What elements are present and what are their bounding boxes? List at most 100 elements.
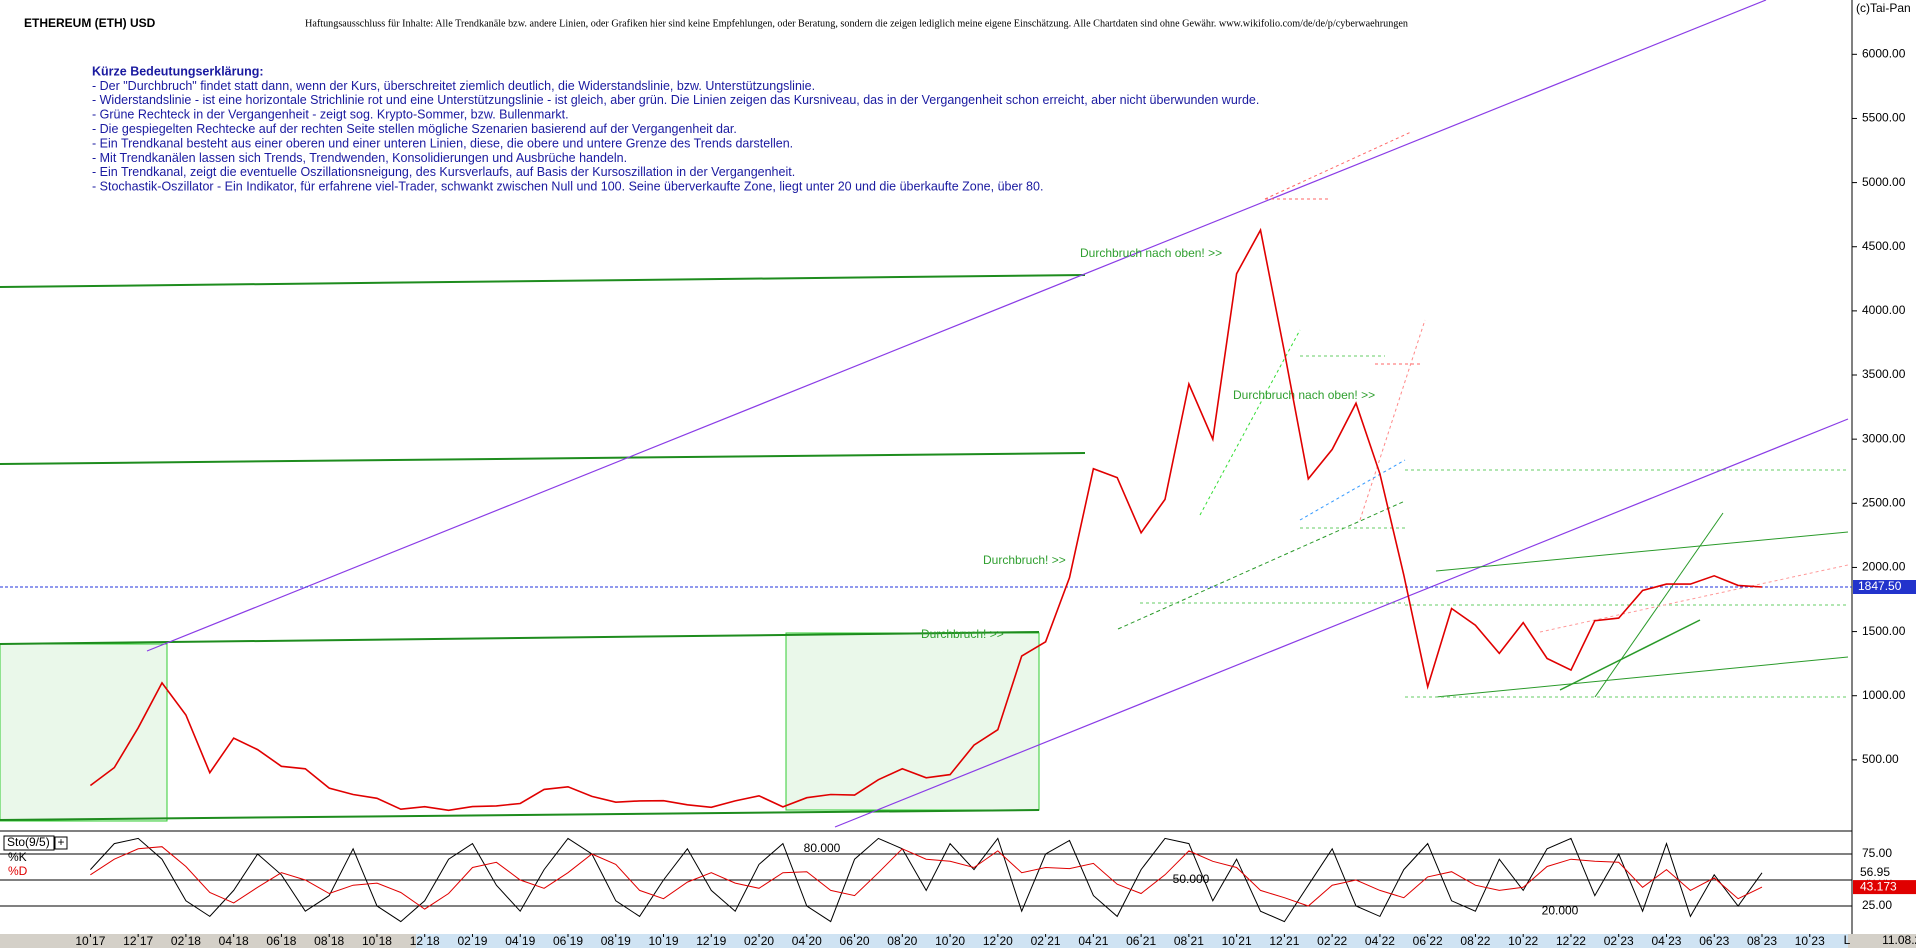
trend-line	[1559, 619, 1701, 691]
trend-line	[1435, 531, 1849, 572]
y-tick-label: 3500.00	[1862, 367, 1906, 381]
x-tick-label: 10 18	[362, 934, 392, 948]
x-tick-label: 12 21	[1269, 934, 1299, 948]
last-value-label: 43.173	[1860, 879, 1897, 893]
trend-channel	[146, 0, 1767, 652]
x-tick-label: 06 20	[840, 934, 870, 948]
data-line	[89, 227, 1763, 812]
annotation: Durchbruch! >>	[983, 553, 1066, 567]
copyright: (c)Tai-Pan	[1856, 1, 1911, 15]
y-tick-label: 25.00	[1862, 898, 1892, 912]
x-tick-label: 08 19	[601, 934, 631, 948]
x-tick-label: 12 20	[983, 934, 1013, 948]
support-line	[1199, 329, 1301, 516]
x-tick-label: 10 20	[935, 934, 965, 948]
support-line	[1299, 459, 1406, 521]
last-value-box	[1853, 865, 1916, 880]
indicator-box	[3, 835, 55, 851]
y-tick-label: 2500.00	[1862, 495, 1906, 509]
x-tick-label: 08 23	[1747, 934, 1777, 948]
resistance-line	[1359, 319, 1426, 521]
y-tick-label: 6000.00	[1862, 46, 1906, 60]
x-tick-label: 10 22	[1508, 934, 1538, 948]
x-tick-label: 04 22	[1365, 934, 1395, 948]
y-tick-label: 1000.00	[1862, 688, 1906, 702]
legend-line: - Stochastik-Oszillator - Ein Indikator,…	[92, 180, 1043, 194]
zone-rect	[0, 643, 168, 822]
chart-title: ETHEREUM (ETH) USD	[24, 16, 156, 30]
x-axis-highlight	[416, 934, 1848, 948]
level-label: 20.000	[1542, 903, 1579, 917]
current-price-label: 1847.50	[1858, 579, 1902, 593]
last-value-box	[1853, 880, 1916, 895]
x-tick-label: 04 21	[1078, 934, 1108, 948]
x-tick-label: 04 19	[505, 934, 535, 948]
legend-heading: Kürze Bedeutungserklärung:	[92, 64, 264, 78]
x-tick-label: 10 23	[1795, 934, 1825, 948]
disclaimer: Haftungsausschluss für Inhalte: Alle Tre…	[305, 18, 1408, 29]
axis-marker: L	[1844, 933, 1851, 947]
y-tick-label: 4500.00	[1862, 239, 1906, 253]
x-tick-label: 10 17	[75, 934, 105, 948]
x-tick-label: 02 20	[744, 934, 774, 948]
trend-line	[0, 274, 1086, 288]
legend-note: - Der "Durchbruch" findet statt dann, we…	[92, 79, 1259, 194]
annotation: Durchbruch! >>	[921, 627, 1004, 641]
annotation: Durchbruch nach oben! >>	[1080, 246, 1222, 260]
y-tick-label: 5500.00	[1862, 111, 1906, 125]
x-tick-label: 02 23	[1604, 934, 1634, 948]
legend-line: - Mit Trendkanälen lassen sich Trends, T…	[92, 151, 627, 165]
y-tick-label: 3000.00	[1862, 431, 1906, 445]
data-line	[90, 846, 1763, 910]
x-tick-label: 10 19	[649, 934, 679, 948]
current-date: 11.08.23	[1882, 933, 1916, 947]
x-tick-label: 12 17	[123, 934, 153, 948]
x-tick-label: 08 18	[314, 934, 344, 948]
trend-line	[0, 809, 1040, 821]
x-tick-label: 04 20	[792, 934, 822, 948]
y-tick-label: 75.00	[1862, 846, 1892, 860]
x-tick-label: 06 21	[1126, 934, 1156, 948]
x-tick-label: 12 18	[410, 934, 440, 948]
trend-line	[0, 452, 1086, 465]
zone-rect	[785, 632, 1040, 811]
legend-line: - Ein Trendkanal besteht aus einer obere…	[92, 136, 793, 150]
legend-line: - Grüne Rechteck in der Vergangenheit - …	[92, 108, 569, 122]
legend-entry: %K	[8, 850, 27, 864]
resistance-line	[1539, 564, 1849, 633]
x-tick-label: 08 21	[1174, 934, 1204, 948]
trend-line	[0, 631, 1040, 645]
x-tick-label: 02 19	[457, 934, 487, 948]
legend-entry: %D	[8, 864, 28, 878]
trend-channel	[834, 418, 1849, 828]
current-price-box	[1853, 580, 1916, 595]
legend-line: - Die gespiegelten Rechtecke auf der rec…	[92, 122, 737, 136]
indicator-button[interactable]	[54, 836, 68, 850]
indicator-button-icon[interactable]: +	[57, 835, 64, 849]
trend-line	[1435, 656, 1849, 698]
x-tick-label: 06 22	[1413, 934, 1443, 948]
legend-line: - Der "Durchbruch" findet statt dann, we…	[92, 79, 815, 93]
y-tick-label: 500.00	[1862, 752, 1899, 766]
y-tick-label: 1500.00	[1862, 624, 1906, 638]
x-tick-label: 02 21	[1031, 934, 1061, 948]
x-tick-label: 12 22	[1556, 934, 1586, 948]
y-tick-label: 5000.00	[1862, 175, 1906, 189]
x-tick-label: 04 18	[219, 934, 249, 948]
y-tick-label: 2000.00	[1862, 560, 1906, 574]
indicator-title: Sto(9/5)	[7, 835, 50, 849]
annotation: Durchbruch nach oben! >>	[1233, 388, 1375, 402]
x-tick-label: 02 22	[1317, 934, 1347, 948]
data-line	[90, 837, 1763, 923]
resistance-line	[1264, 131, 1412, 200]
x-tick-label: 06 23	[1699, 934, 1729, 948]
legend-line: - Ein Trendkanal, zeigt die eventuelle O…	[92, 165, 795, 179]
x-tick-label: 06 19	[553, 934, 583, 948]
level-label: 50.000	[1173, 872, 1210, 886]
level-label: 80.000	[804, 841, 841, 855]
support-line	[1117, 500, 1406, 630]
x-tick-label: 02 18	[171, 934, 201, 948]
x-tick-label: 08 20	[887, 934, 917, 948]
y-tick-label: 4000.00	[1862, 303, 1906, 317]
